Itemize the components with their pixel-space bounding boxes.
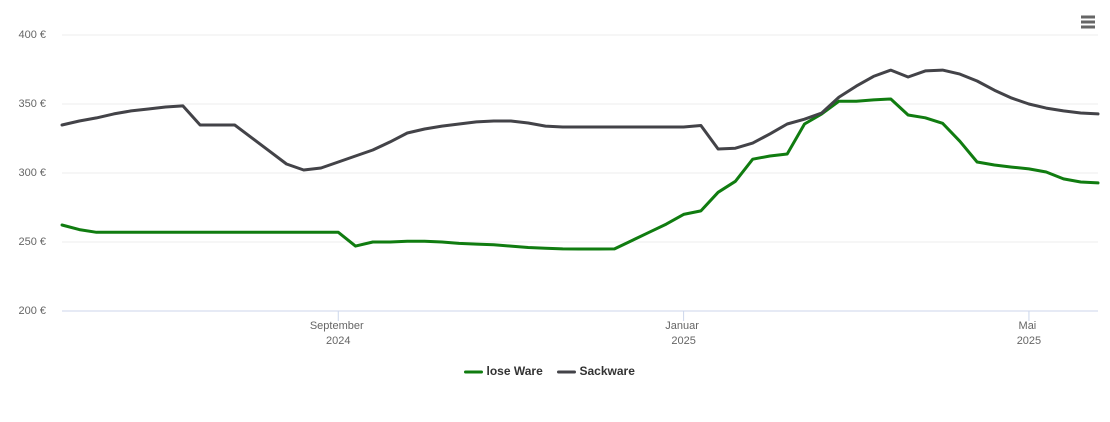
y-tick-label: 400 € [18,29,46,41]
x-tick-label: Mai 2025 [1017,320,1041,347]
y-tick-label: 300 € [18,167,46,179]
series-line [60,97,1100,251]
x-tick-label: September 2024 [310,320,367,347]
y-tick-label: 350 € [18,98,46,110]
legend-label: lose Ware [487,364,544,378]
menu-button[interactable] [1076,12,1100,34]
legend-label: Sackware [580,364,636,378]
x-tick-label: Januar 2025 [665,320,702,347]
series-line [60,68,1100,172]
legend-item[interactable]: lose Ware [464,364,544,378]
y-tick-label: 250 € [18,236,46,248]
y-tick-label: 200 € [18,305,46,317]
legend-item[interactable]: Sackware [557,364,636,378]
